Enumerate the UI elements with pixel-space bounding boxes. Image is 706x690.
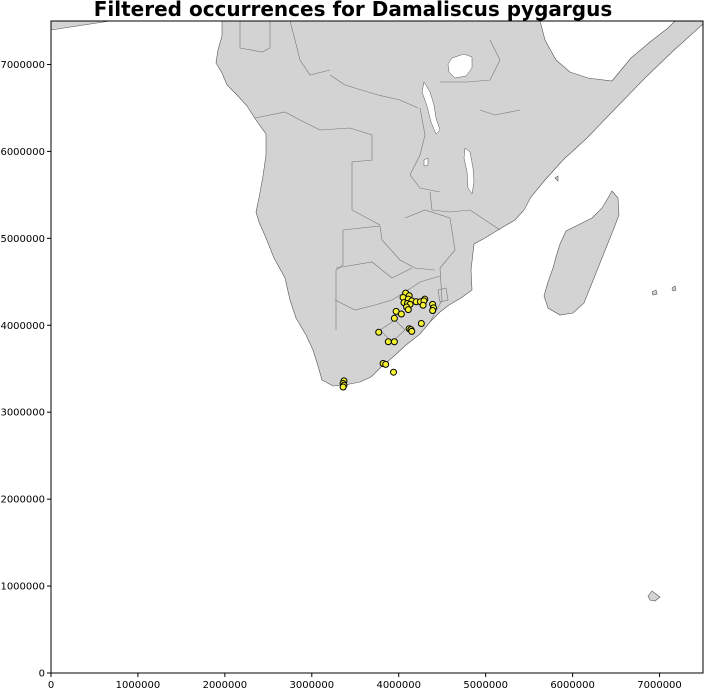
lake-tanganyika bbox=[421, 81, 441, 135]
occurrence-point bbox=[390, 314, 398, 322]
occurrence-point bbox=[419, 301, 427, 309]
marion-island bbox=[647, 590, 661, 602]
x-tick-label: 5000000 bbox=[463, 680, 508, 690]
occurrence-point bbox=[390, 338, 398, 346]
occurrence-point bbox=[417, 320, 425, 328]
madagascar bbox=[543, 190, 620, 316]
x-axis: 0 1000000 2000000 3000000 4000000 500000… bbox=[48, 673, 682, 690]
x-tick-label: 4000000 bbox=[376, 680, 421, 690]
y-tick-label: 2000000 bbox=[0, 495, 45, 506]
mauritius-island bbox=[671, 285, 677, 292]
occurrence-point bbox=[408, 327, 416, 335]
occurrence-point bbox=[375, 328, 383, 336]
y-tick-label: 0 bbox=[39, 669, 45, 680]
y-tick-label: 5000000 bbox=[0, 234, 45, 245]
y-tick-label: 1000000 bbox=[0, 582, 45, 593]
x-tick-label: 2000000 bbox=[203, 680, 248, 690]
x-tick-label: 6000000 bbox=[550, 680, 595, 690]
occurrence-point bbox=[404, 306, 412, 314]
occurrence-point bbox=[384, 338, 392, 346]
x-tick-label: 7000000 bbox=[637, 680, 682, 690]
y-axis: 0 1000000 2000000 3000000 4000000 500000… bbox=[0, 60, 51, 680]
basemap bbox=[51, 21, 703, 602]
occurrence-point bbox=[429, 306, 437, 314]
lake-malawi bbox=[463, 147, 475, 195]
occurrence-point bbox=[339, 383, 347, 391]
lake-victoria bbox=[447, 53, 473, 79]
map-title: Filtered occurrences for Damaliscus pyga… bbox=[93, 0, 613, 21]
lake-mweru bbox=[423, 157, 429, 167]
occurrence-point bbox=[397, 310, 405, 318]
occurrence-point bbox=[390, 368, 398, 376]
x-tick-label: 0 bbox=[48, 680, 54, 690]
occurrence-point bbox=[382, 360, 390, 368]
y-tick-label: 7000000 bbox=[0, 60, 45, 71]
y-tick-label: 4000000 bbox=[0, 321, 45, 332]
west-africa-landmass bbox=[51, 21, 111, 31]
y-tick-label: 3000000 bbox=[0, 408, 45, 419]
country-borders bbox=[239, 21, 521, 343]
x-tick-label: 3000000 bbox=[290, 680, 335, 690]
y-tick-label: 6000000 bbox=[0, 147, 45, 158]
occurrence-points bbox=[339, 289, 438, 391]
africa-mainland bbox=[215, 21, 703, 387]
plot-frame bbox=[50, 20, 704, 674]
comoros-island bbox=[554, 175, 559, 182]
reunion-island bbox=[651, 289, 658, 296]
x-tick-label: 1000000 bbox=[116, 680, 161, 690]
